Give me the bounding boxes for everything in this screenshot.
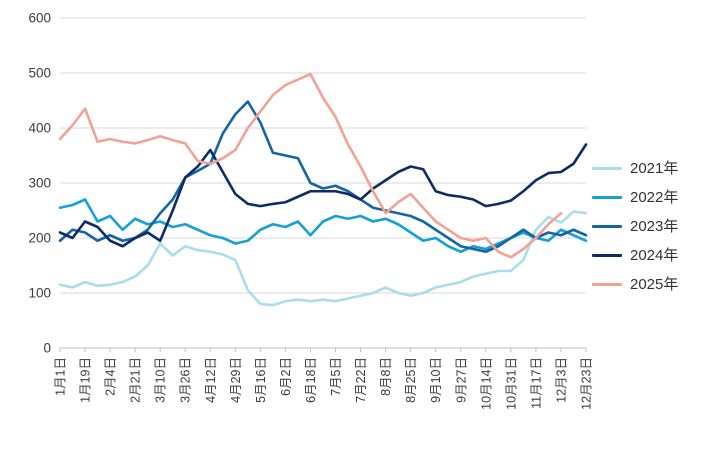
- x-axis-tick-label: 3月26日: [179, 357, 193, 403]
- legend-label: 2023年: [630, 217, 679, 235]
- x-axis-tick-label: 6月18日: [304, 357, 318, 403]
- y-axis-tick-label: 600: [28, 11, 51, 26]
- x-axis-tick-label: 5月16日: [254, 357, 268, 403]
- x-axis-tick-label: 7月5日: [329, 357, 343, 396]
- y-axis-tick-label: 100: [28, 286, 51, 301]
- x-axis-tick-label: 12月3日: [554, 357, 568, 403]
- x-axis-tick-label: 4月29日: [229, 357, 243, 403]
- plot-area: 0 100 200 300 400 500 600 1月1日 1月19日 2月4日 2月21日 3月1…: [28, 11, 593, 410]
- x-axis-tick-label: 2月21日: [129, 357, 143, 403]
- chart-legend: 2021年 2022年 2023年 2024年 2025年: [592, 0, 725, 452]
- x-axis-tick-label: 11月17日: [529, 357, 543, 409]
- x-axis-tick-label: 10月31日: [504, 357, 518, 410]
- x-axis-tick-label: 10月14日: [479, 357, 493, 410]
- legend-label: 2022年: [630, 188, 679, 206]
- x-axis-tick-label: 6月2日: [279, 357, 293, 396]
- legend-line-swatch: [592, 195, 622, 199]
- legend-item: 2022年: [592, 188, 678, 206]
- series-line-3: [58, 143, 588, 248]
- x-axis-tick-label: 2月4日: [104, 357, 118, 396]
- x-axis-tick-label: 9月10日: [429, 357, 443, 403]
- legend-label: 2024年: [630, 246, 679, 264]
- y-axis-tick-label: 0: [43, 341, 51, 356]
- x-axis-tick-label: 7月22日: [354, 357, 368, 403]
- series-line-0: [58, 210, 588, 307]
- legend-label: 2021年: [630, 159, 679, 177]
- x-axis-tick-label: 12月23日: [580, 357, 593, 410]
- series-line-4: [58, 72, 563, 259]
- x-axis-tick-label: 4月12日: [204, 357, 218, 403]
- x-axis-tick-label: 9月27日: [454, 357, 468, 403]
- legend-line-swatch: [592, 282, 622, 286]
- x-axis-tick-label: 8月25日: [404, 357, 418, 403]
- y-axis-tick-label: 200: [28, 231, 51, 246]
- legend-line-swatch: [592, 253, 622, 257]
- y-axis-tick-label: 300: [28, 176, 51, 191]
- x-axis-tick-label: 1月19日: [79, 357, 93, 403]
- legend-item: 2024年: [592, 246, 678, 264]
- series-line-2: [58, 100, 588, 254]
- legend-item: 2025年: [592, 275, 678, 293]
- legend-line-swatch: [592, 224, 622, 228]
- x-axis-tick-label: 3月10日: [154, 357, 168, 403]
- series-line-1: [58, 198, 588, 254]
- y-axis-tick-label: 500: [28, 66, 51, 81]
- legend-item: 2023年: [592, 217, 678, 235]
- legend-item: 2021年: [592, 159, 678, 177]
- x-axis-tick-label: 1月1日: [54, 357, 68, 396]
- legend-line-swatch: [592, 166, 622, 170]
- x-axis-tick-label: 8月8日: [379, 357, 393, 396]
- legend-label: 2025年: [630, 275, 679, 293]
- y-axis-tick-label: 400: [28, 121, 51, 136]
